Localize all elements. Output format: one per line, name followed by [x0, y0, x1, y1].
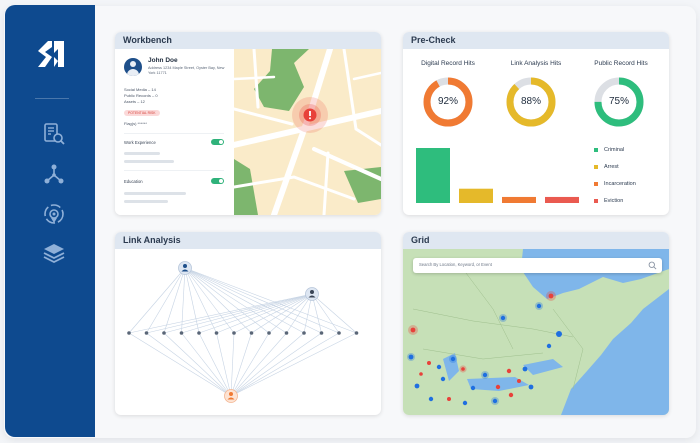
search-icon[interactable]	[648, 261, 657, 270]
bar-incarceration	[502, 196, 536, 203]
donut-label-link: Link Analysis Hits	[510, 60, 562, 67]
grid-title: Grid	[403, 232, 669, 249]
legend-label: Eviction	[604, 198, 624, 204]
link-analysis-title: Link Analysis	[115, 232, 381, 249]
graph-node[interactable]	[214, 331, 219, 335]
donut-arc-link	[506, 77, 556, 127]
divider	[124, 170, 224, 171]
stat-social-media: Social Media – 14	[124, 87, 156, 92]
alert-icon[interactable]	[303, 108, 317, 122]
donut-charts	[423, 77, 644, 127]
placeholder-line	[124, 192, 186, 195]
bar-eviction	[545, 196, 579, 203]
legend-swatch	[594, 182, 598, 186]
education-label: Education	[124, 179, 143, 184]
link-graph[interactable]	[115, 249, 381, 415]
sidebar	[5, 5, 95, 437]
bar-arrest	[459, 188, 493, 203]
donut-label-public: Public Record Hits	[594, 60, 648, 67]
graph-node[interactable]	[127, 331, 131, 335]
link-analysis-card: Link Analysis	[115, 232, 381, 415]
target-icon[interactable]	[42, 202, 66, 226]
graph-node[interactable]	[144, 331, 149, 335]
placeholder-line	[124, 160, 174, 163]
sidebar-divider	[35, 98, 69, 99]
legend-swatch	[594, 199, 598, 203]
graph-node[interactable]	[354, 331, 359, 335]
precheck-card: Pre-Check Digital Record Hits Link Analy…	[403, 32, 669, 215]
stat-assets: Assets – 12	[124, 99, 145, 104]
workbench-card: Workbench John Doe Address 1234 Maple St…	[115, 32, 381, 215]
person-name: John Doe	[148, 57, 178, 64]
donut-arc-digital	[423, 77, 473, 127]
layers-icon[interactable]	[42, 241, 66, 265]
graph-node[interactable]	[232, 331, 236, 335]
workbench-title: Workbench	[115, 32, 381, 49]
graph-node[interactable]	[337, 331, 341, 335]
flags-label: Flag(s) ******	[124, 121, 147, 126]
person-node-subject[interactable]	[224, 389, 238, 403]
graph-node[interactable]	[249, 331, 254, 335]
risk-badge: POTENTIAL RISK	[124, 110, 160, 116]
graph-node[interactable]	[319, 331, 324, 335]
app-logo	[38, 41, 64, 67]
location-markers[interactable]	[407, 291, 562, 406]
legend-label: Arrest	[604, 164, 619, 170]
graph-node[interactable]	[162, 331, 166, 335]
legend-label: Criminal	[604, 147, 625, 153]
legend-label: Incarceration	[604, 181, 636, 187]
donut-label-digital: Digital Record Hits	[421, 60, 475, 67]
grid-card: Grid	[403, 232, 669, 415]
precheck-title: Pre-Check	[403, 32, 669, 49]
category-bar-chart	[416, 148, 579, 203]
region-map[interactable]	[403, 249, 669, 415]
stat-public-records: Public Records – 0	[124, 93, 158, 98]
graph-node[interactable]	[197, 331, 201, 335]
document-search-icon[interactable]	[42, 122, 66, 146]
avatar	[124, 58, 142, 76]
person-node-top[interactable]	[178, 261, 192, 275]
donut-value-public: 75%	[608, 96, 629, 107]
street-map[interactable]	[234, 49, 381, 215]
graph-node[interactable]	[179, 331, 184, 335]
search-placeholder: Search By Location, Keyword, or Event	[419, 262, 492, 267]
graph-node[interactable]	[284, 331, 289, 335]
legend-swatch	[594, 165, 598, 169]
bar-criminal	[416, 148, 450, 203]
graph-node[interactable]	[267, 331, 271, 335]
divider	[124, 133, 224, 134]
placeholder-line	[124, 200, 168, 203]
network-icon[interactable]	[42, 162, 66, 186]
work-experience-label: Work Experience	[124, 140, 156, 145]
graph-node[interactable]	[302, 331, 306, 335]
donut-value-link: 88%	[520, 96, 541, 107]
donut-value-digital: 92%	[437, 96, 458, 107]
person-node-right[interactable]	[305, 287, 319, 301]
education-toggle[interactable]	[211, 178, 224, 184]
person-address: Address 1234 Maple Street, Oyster Bay, N…	[148, 66, 225, 75]
legend-swatch	[594, 148, 598, 152]
profile-panel: John Doe Address 1234 Maple Street, Oyst…	[115, 49, 234, 215]
work-experience-toggle[interactable]	[211, 139, 224, 145]
placeholder-line	[124, 152, 160, 155]
donut-arc-public	[594, 77, 644, 127]
location-search-input[interactable]: Search By Location, Keyword, or Event	[413, 258, 662, 273]
